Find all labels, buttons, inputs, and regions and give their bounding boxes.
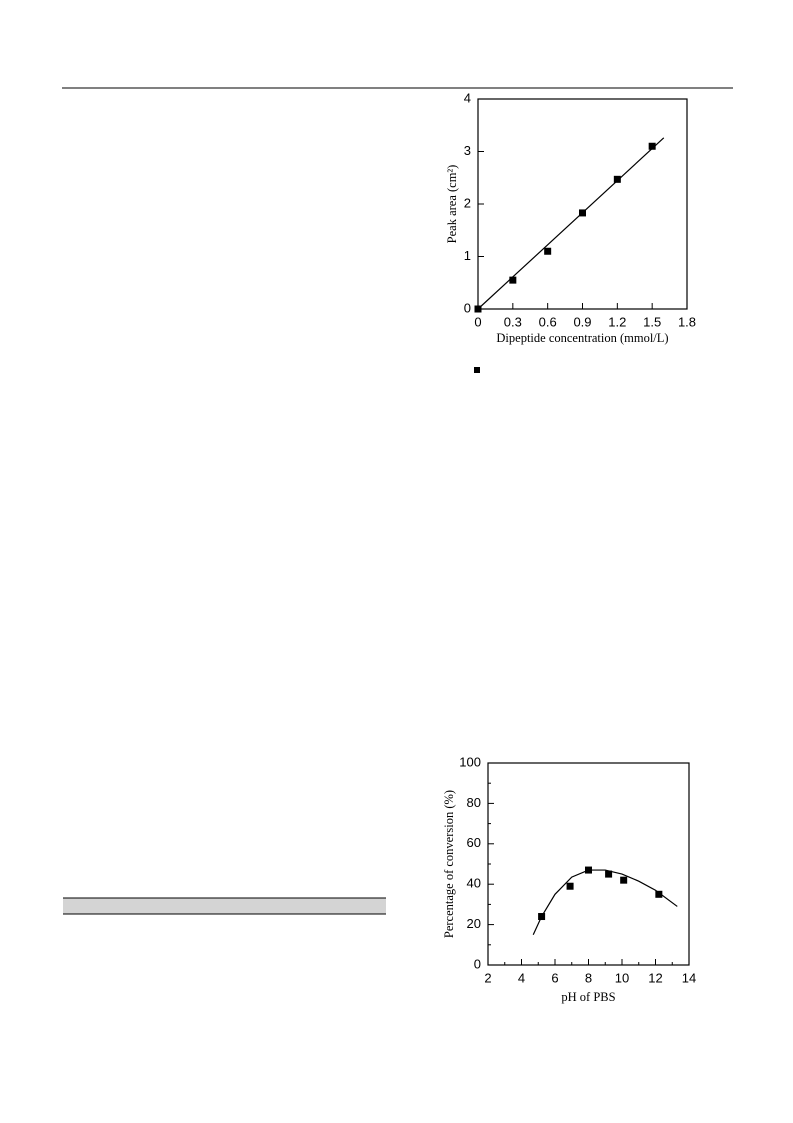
y-axis-title: Percentage of conversion (%) xyxy=(442,790,456,938)
y-axis-title: Peak area (cm²) xyxy=(445,165,459,244)
y-tick-label: 0 xyxy=(464,300,471,315)
y-tick-label: 80 xyxy=(467,795,481,810)
y-tick-label: 1 xyxy=(464,248,471,263)
x-tick-label: 14 xyxy=(682,970,696,985)
x-tick-label: 12 xyxy=(648,970,662,985)
y-tick-label: 2 xyxy=(464,195,471,210)
y-tick-label: 100 xyxy=(459,754,481,769)
x-tick-label: 0.3 xyxy=(504,314,522,329)
data-point xyxy=(509,276,517,284)
data-point xyxy=(544,247,552,255)
x-tick-label: 1.8 xyxy=(678,314,696,329)
x-tick-label: 4 xyxy=(518,970,525,985)
data-point xyxy=(655,890,663,898)
fit-line xyxy=(477,137,665,310)
data-point xyxy=(613,175,621,183)
x-axis-title: pH of PBS xyxy=(561,990,615,1004)
table-header-bar xyxy=(63,898,386,914)
x-tick-label: 1.5 xyxy=(643,314,661,329)
y-tick-label: 20 xyxy=(467,916,481,931)
x-tick-label: 1.2 xyxy=(608,314,626,329)
legend-marker xyxy=(474,367,480,373)
y-tick-label: 60 xyxy=(467,835,481,850)
data-point xyxy=(605,870,613,878)
x-tick-label: 2 xyxy=(484,970,491,985)
data-point xyxy=(620,876,628,884)
plot-frame xyxy=(487,762,690,966)
y-tick-label: 4 xyxy=(464,90,471,105)
y-tick-label: 3 xyxy=(464,143,471,158)
x-tick-label: 6 xyxy=(551,970,558,985)
y-tick-label: 40 xyxy=(467,876,481,891)
x-tick-label: 0 xyxy=(474,314,481,329)
data-point xyxy=(566,882,574,890)
x-tick-label: 8 xyxy=(585,970,592,985)
x-tick-label: 0.9 xyxy=(573,314,591,329)
y-tick-label: 0 xyxy=(474,956,481,971)
x-tick-label: 0.6 xyxy=(539,314,557,329)
data-point xyxy=(648,142,656,150)
fit-line xyxy=(532,869,678,935)
x-tick-label: 10 xyxy=(615,970,629,985)
x-axis-title: Dipeptide concentration (mmol/L) xyxy=(496,331,668,345)
